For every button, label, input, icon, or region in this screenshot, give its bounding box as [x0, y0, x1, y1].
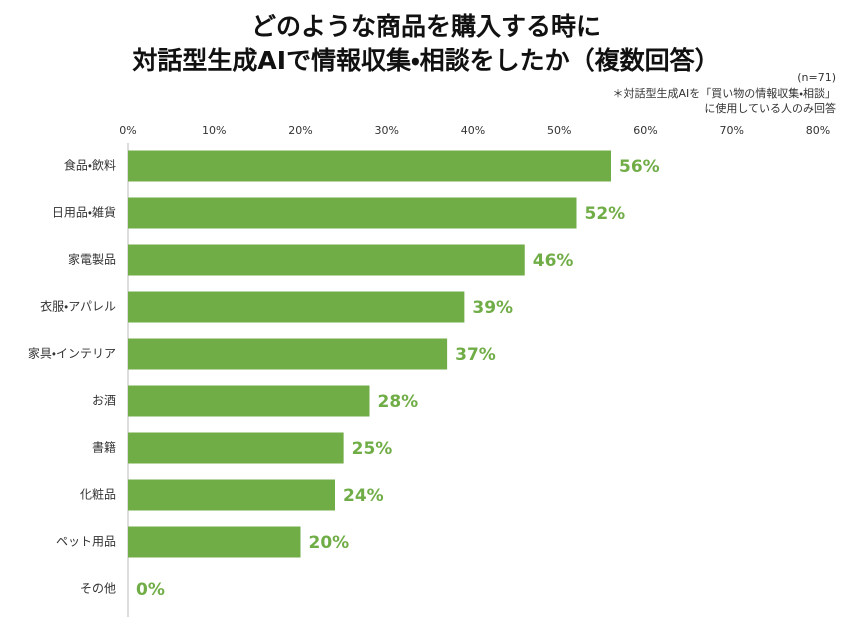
value-label: 24%	[343, 486, 384, 506]
x-tick-label: 10%	[202, 124, 226, 137]
note: に使用している人のみ回答	[704, 101, 836, 115]
chart-title: どのような商品を購入する時に	[251, 12, 601, 41]
value-label: 25%	[352, 439, 393, 459]
y-tick-label: 化粧品	[80, 488, 116, 502]
note: (n=71)	[797, 71, 836, 84]
value-label: 52%	[585, 204, 626, 224]
y-tick-label: その他	[80, 582, 116, 596]
y-tick-label: 家具・インテリア	[28, 347, 116, 361]
note: ＊対話型生成AIを「買い物の情報収集・相談」	[612, 86, 836, 100]
chart-title: 対話型生成AIで情報収集・相談をしたか（複数回答）	[132, 46, 719, 75]
bar	[128, 150, 611, 182]
value-label: 56%	[619, 157, 660, 177]
x-tick-label: 40%	[461, 124, 485, 137]
value-label: 37%	[455, 345, 496, 365]
y-tick-label: 日用品・雑貨	[52, 205, 116, 220]
x-tick-label: 50%	[547, 124, 571, 137]
y-tick-label: お酒	[92, 394, 116, 408]
x-tick-label: 80%	[806, 124, 830, 137]
value-label: 39%	[472, 298, 513, 318]
value-label: 28%	[378, 392, 419, 412]
bar	[128, 244, 525, 276]
value-label: 20%	[309, 533, 350, 553]
y-tick-label: 食品・飲料	[64, 158, 116, 173]
x-tick-label: 20%	[288, 124, 312, 137]
x-tick-label: 30%	[375, 124, 399, 137]
x-tick-label: 70%	[720, 124, 744, 137]
bar	[128, 197, 577, 229]
y-tick-label: ペット用品	[56, 535, 116, 549]
y-tick-label: 衣服・アパレル	[40, 300, 116, 314]
bar	[128, 526, 301, 558]
bar	[128, 385, 370, 417]
x-tick-label: 0%	[119, 124, 136, 137]
bar	[128, 338, 448, 370]
y-tick-label: 家電製品	[68, 253, 116, 267]
value-label: 0%	[136, 580, 165, 600]
y-tick-label: 書籍	[92, 440, 116, 455]
x-tick-label: 60%	[633, 124, 657, 137]
value-label: 46%	[533, 251, 574, 271]
bar	[128, 432, 344, 464]
bar	[128, 479, 335, 511]
bar	[128, 291, 465, 323]
